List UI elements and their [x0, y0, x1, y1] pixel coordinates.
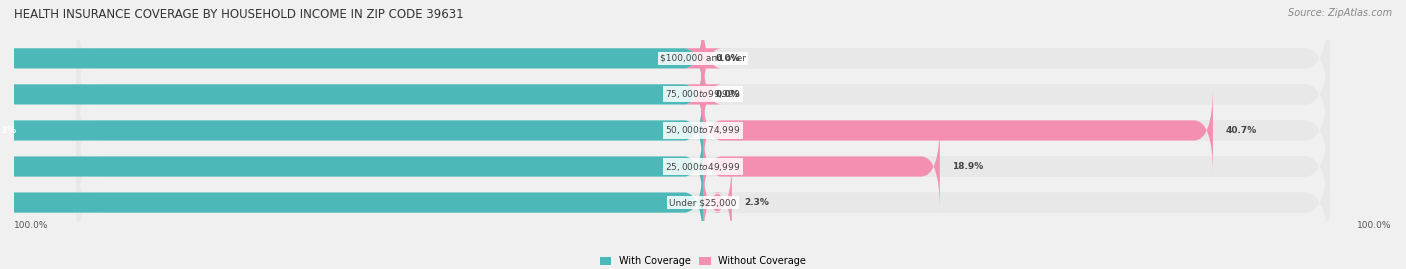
Text: Under $25,000: Under $25,000 [669, 198, 737, 207]
FancyBboxPatch shape [685, 15, 721, 102]
Text: 100.0%: 100.0% [14, 221, 49, 229]
FancyBboxPatch shape [0, 51, 703, 138]
FancyBboxPatch shape [76, 33, 1330, 156]
Text: 0.0%: 0.0% [716, 90, 740, 99]
Legend: With Coverage, Without Coverage: With Coverage, Without Coverage [600, 256, 806, 266]
Text: $100,000 and over: $100,000 and over [659, 54, 747, 63]
Text: 100.0%: 100.0% [1357, 221, 1392, 229]
Text: 40.7%: 40.7% [1226, 126, 1257, 135]
Text: $50,000 to $74,999: $50,000 to $74,999 [665, 125, 741, 136]
FancyBboxPatch shape [76, 0, 1330, 120]
Text: HEALTH INSURANCE COVERAGE BY HOUSEHOLD INCOME IN ZIP CODE 39631: HEALTH INSURANCE COVERAGE BY HOUSEHOLD I… [14, 8, 464, 21]
FancyBboxPatch shape [685, 51, 721, 138]
FancyBboxPatch shape [703, 159, 733, 246]
Text: 59.3%: 59.3% [0, 126, 17, 135]
FancyBboxPatch shape [0, 159, 703, 246]
FancyBboxPatch shape [0, 123, 703, 210]
Text: 18.9%: 18.9% [952, 162, 984, 171]
Text: $25,000 to $49,999: $25,000 to $49,999 [665, 161, 741, 172]
FancyBboxPatch shape [703, 87, 1213, 174]
Text: 2.3%: 2.3% [744, 198, 769, 207]
FancyBboxPatch shape [76, 141, 1330, 264]
FancyBboxPatch shape [0, 15, 703, 102]
FancyBboxPatch shape [0, 87, 703, 174]
FancyBboxPatch shape [76, 105, 1330, 228]
FancyBboxPatch shape [703, 123, 939, 210]
FancyBboxPatch shape [76, 69, 1330, 192]
Text: 0.0%: 0.0% [716, 54, 740, 63]
Text: $75,000 to $99,999: $75,000 to $99,999 [665, 89, 741, 100]
Text: Source: ZipAtlas.com: Source: ZipAtlas.com [1288, 8, 1392, 18]
